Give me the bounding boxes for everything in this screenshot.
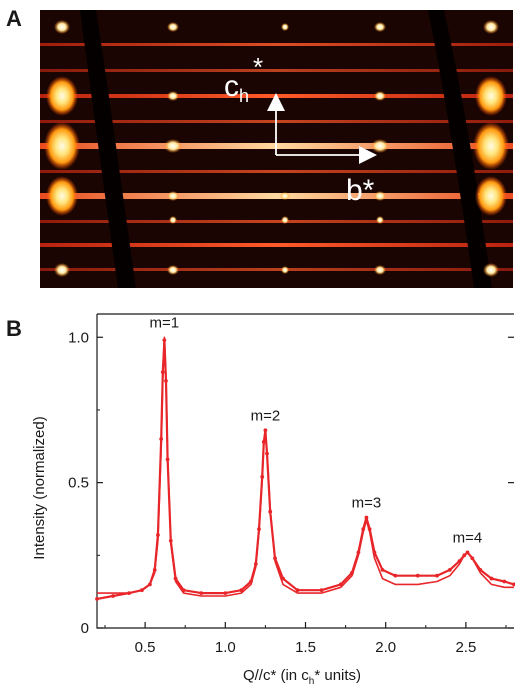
c-star-label: ch* (224, 52, 263, 106)
x-tick-label: 1.0 (215, 639, 236, 656)
peak-label: m=2 (251, 407, 281, 424)
peak-label: m=3 (352, 495, 382, 512)
series-line-fit (97, 336, 514, 597)
data-point (263, 428, 268, 433)
panel-a-label: A (6, 6, 22, 31)
x-tick-label: 1.5 (295, 639, 316, 656)
beamstop-shadow-right (428, 10, 492, 288)
data-point (199, 591, 204, 596)
beamstop-shadow-left (80, 10, 136, 288)
diffraction-spots-large (44, 20, 509, 277)
data-point (319, 588, 324, 593)
y-axis-title: Intensity (normalized) (31, 416, 48, 559)
x-tick-label: 2.0 (375, 639, 396, 656)
series-line-measured (96, 339, 515, 600)
y-tick-label: 1.0 (68, 329, 89, 346)
data-point (380, 567, 385, 572)
intensity-chart: 0.5 1.0 1.5 2.0 2.5 0 0.5 1.0 m=1 m=2 m=3 m=4 Inte… (31, 313, 515, 687)
data-point (447, 567, 452, 572)
data-point (502, 579, 507, 584)
x-axis-title: Q//c* (in ch* units) (243, 667, 361, 687)
data-point (512, 582, 515, 587)
data-point (111, 594, 115, 598)
x-tick-label: 0.5 (135, 639, 156, 656)
x-tick-label: 2.5 (455, 639, 476, 656)
panel-b-label: B (6, 316, 22, 341)
peak-label: m=1 (150, 314, 180, 331)
data-point (223, 591, 228, 596)
data-point (95, 597, 99, 601)
data-point (364, 515, 369, 520)
peak-label: m=4 (453, 529, 483, 546)
y-tick-label: 0 (81, 620, 89, 637)
data-point (393, 573, 398, 578)
data-point (435, 573, 439, 578)
data-point (489, 576, 494, 581)
data-point (415, 573, 420, 578)
y-tick-label: 0.5 (68, 475, 89, 492)
b-star-label: b* (346, 174, 375, 207)
data-point (295, 588, 300, 593)
diffraction-pattern-image: ch* b* (40, 10, 513, 288)
